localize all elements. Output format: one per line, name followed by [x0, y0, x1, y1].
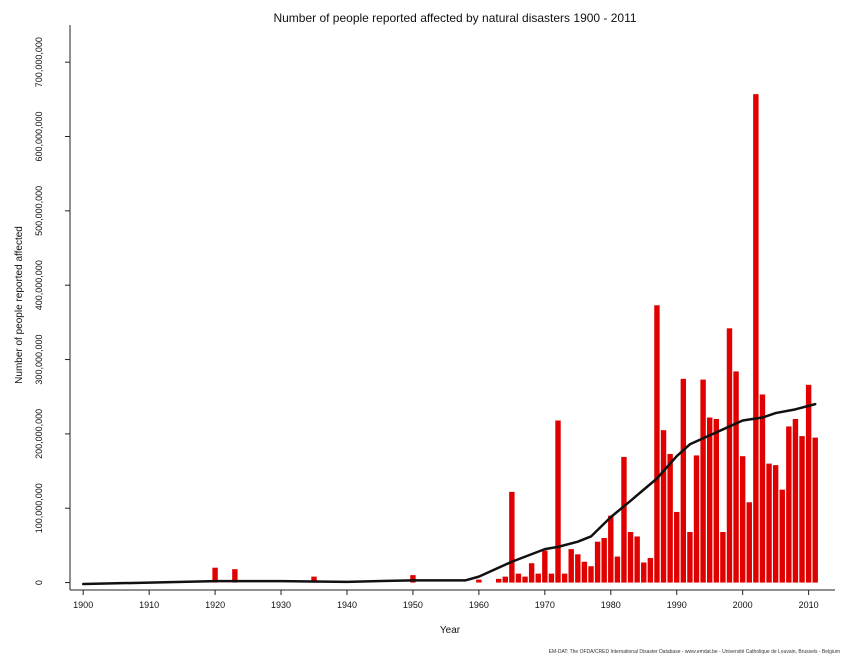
- y-tick-label: 200,000,000: [34, 409, 44, 459]
- axes-group: 0 100,000,000 200,000,000 300,000,000 400,00…: [34, 25, 835, 610]
- y-tick-label: 100,000,000: [34, 483, 44, 533]
- x-tick-label: 1900: [73, 600, 93, 610]
- bar-1996: [713, 419, 719, 583]
- bar-2007: [786, 426, 792, 583]
- bar-1969: [535, 573, 541, 583]
- x-tick-label: 1940: [337, 600, 357, 610]
- bar-1989: [667, 453, 673, 583]
- bar-1987: [654, 305, 660, 583]
- bar-1978: [594, 541, 601, 583]
- bar-1991: [680, 378, 687, 583]
- bar-1990: [674, 511, 680, 583]
- bar-2004: [766, 463, 772, 583]
- bar-group: [212, 94, 818, 583]
- bar-1966: [515, 573, 522, 583]
- bar-1968: [528, 563, 535, 583]
- bar-1997: [720, 532, 726, 583]
- bar-1994: [700, 379, 706, 583]
- bar-2006: [779, 489, 785, 583]
- bar-1975: [575, 554, 581, 583]
- x-tick-label: 2010: [799, 600, 819, 610]
- chart-title: Number of people reported affected by na…: [273, 11, 636, 25]
- x-tick-label: 1960: [469, 600, 489, 610]
- bar-1977: [588, 566, 594, 583]
- bar-2001: [746, 502, 752, 583]
- bar-1999: [733, 371, 739, 583]
- bar-1976: [581, 561, 588, 583]
- x-tick-label: 1980: [601, 600, 621, 610]
- bar-1993: [693, 455, 700, 583]
- bar-1920: [212, 567, 218, 583]
- bar-2005: [772, 465, 779, 583]
- source-note: EM-DAT: The OFDA/CRED International Disa…: [549, 649, 840, 655]
- y-tick-label: 500,000,000: [34, 186, 44, 236]
- bar-1974: [568, 549, 574, 583]
- x-tick-label: 2000: [733, 600, 753, 610]
- bar-1960: [476, 579, 482, 583]
- bar-1984: [634, 536, 640, 583]
- y-tick-label: 300,000,000: [34, 335, 44, 385]
- bar-2009: [799, 436, 805, 583]
- bar-1923: [232, 569, 238, 583]
- bar-1988: [660, 430, 667, 583]
- x-tick-label: 1950: [403, 600, 423, 610]
- bar-1980: [608, 515, 614, 583]
- bar-1979: [601, 537, 607, 583]
- y-axis-label: Number of people reported affected: [14, 226, 25, 384]
- bar-1972: [555, 420, 561, 583]
- y-tick-label: 400,000,000: [34, 260, 44, 310]
- bar-1971: [548, 573, 555, 583]
- bar-2008: [792, 419, 799, 583]
- bar-1950: [410, 575, 416, 583]
- x-tick-label: 1970: [535, 600, 555, 610]
- bar-1981: [614, 556, 621, 583]
- x-axis-label: Year: [440, 625, 461, 636]
- bar-1967: [522, 576, 528, 583]
- bar-1982: [621, 456, 627, 583]
- bar-2010: [805, 384, 812, 583]
- bar-1970: [542, 550, 548, 583]
- bar-1985: [641, 562, 647, 583]
- bar-1965: [509, 491, 515, 583]
- bar-2000: [739, 456, 746, 583]
- bar-1986: [647, 558, 654, 583]
- y-tick-label: 600,000,000: [34, 111, 44, 161]
- bar-1935: [311, 576, 317, 583]
- y-tick-label: 700,000,000: [34, 37, 44, 87]
- x-tick-label: 1910: [139, 600, 159, 610]
- bar-1992: [687, 532, 693, 583]
- bar-2011: [812, 437, 818, 583]
- trend-group: [81, 402, 817, 586]
- x-tick-label: 1990: [667, 600, 687, 610]
- bar-1973: [561, 573, 568, 583]
- bar-2003: [759, 394, 766, 583]
- bar-2002: [753, 94, 759, 583]
- bar-1963: [495, 578, 502, 583]
- bar-1964: [502, 576, 508, 583]
- x-tick-label: 1930: [271, 600, 291, 610]
- bar-1983: [627, 532, 634, 583]
- y-tick-label: 0: [34, 580, 44, 585]
- x-tick-label: 1920: [205, 600, 225, 610]
- bar-1998: [726, 328, 733, 583]
- trend-line: [81, 402, 817, 586]
- bar-1995: [706, 417, 713, 583]
